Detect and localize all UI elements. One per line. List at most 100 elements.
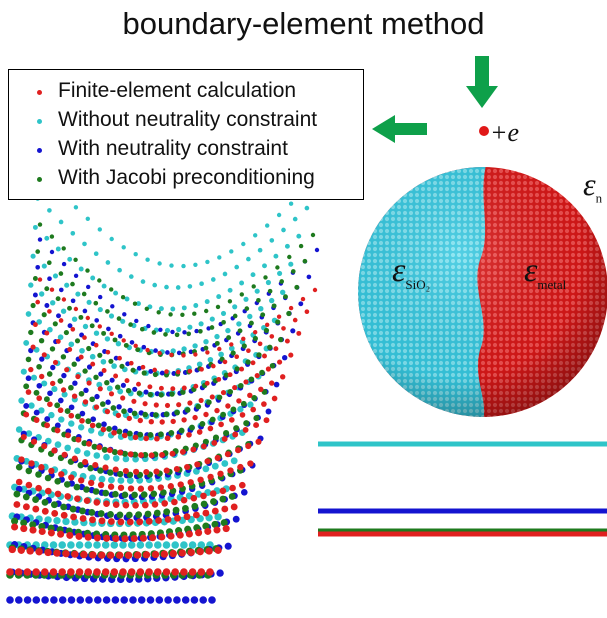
data-point xyxy=(253,233,258,238)
data-point xyxy=(222,525,230,533)
data-point xyxy=(115,341,122,347)
data-point xyxy=(214,454,221,461)
data-point xyxy=(154,435,160,442)
data-point xyxy=(237,328,243,334)
data-point xyxy=(210,277,216,282)
data-point xyxy=(32,276,38,281)
data-point xyxy=(204,458,211,465)
data-point xyxy=(58,471,65,478)
data-point xyxy=(14,596,23,604)
data-point xyxy=(61,451,68,458)
data-point xyxy=(155,517,163,524)
data-point xyxy=(79,410,86,417)
data-point xyxy=(207,356,214,363)
data-point xyxy=(85,440,92,447)
data-point xyxy=(58,287,64,293)
data-point xyxy=(225,403,231,409)
data-point xyxy=(13,490,21,498)
data-point xyxy=(117,388,124,395)
data-point xyxy=(47,276,52,282)
data-point xyxy=(147,391,153,398)
data-point xyxy=(116,551,124,559)
data-point xyxy=(142,401,148,407)
data-point xyxy=(265,322,270,327)
data-point xyxy=(137,596,146,604)
data-point xyxy=(120,395,126,401)
data-point xyxy=(28,282,34,288)
data-point xyxy=(50,596,58,604)
data-point xyxy=(41,380,48,387)
data-point xyxy=(41,568,49,576)
data-point xyxy=(68,420,75,427)
data-point xyxy=(41,596,49,604)
data-point xyxy=(89,422,96,429)
data-point xyxy=(79,515,87,522)
data-point xyxy=(74,338,81,344)
data-point xyxy=(82,335,87,340)
data-point xyxy=(55,246,61,252)
data-point xyxy=(290,269,296,274)
data-point xyxy=(158,533,166,541)
data-point xyxy=(149,534,157,542)
data-point xyxy=(81,291,87,297)
data-point xyxy=(199,596,207,604)
down-arrow-icon xyxy=(466,56,498,108)
data-point xyxy=(68,404,75,411)
data-point xyxy=(233,425,240,432)
data-point xyxy=(143,435,150,442)
data-point xyxy=(15,478,23,486)
data-point xyxy=(89,396,96,403)
data-point xyxy=(280,374,286,380)
data-point xyxy=(15,426,23,433)
data-point xyxy=(82,368,88,374)
data-point xyxy=(72,380,78,386)
data-point xyxy=(43,396,50,403)
data-point xyxy=(112,490,119,498)
data-point xyxy=(48,411,55,419)
data-point xyxy=(265,223,270,228)
data-point xyxy=(180,568,188,576)
data-point xyxy=(58,568,66,576)
data-point xyxy=(248,376,255,383)
data-point xyxy=(30,302,36,309)
data-point xyxy=(25,375,32,382)
data-point xyxy=(211,507,219,515)
data-point xyxy=(132,386,138,392)
data-point xyxy=(51,386,58,393)
data-point xyxy=(175,433,182,440)
data-point xyxy=(104,336,111,342)
data-point xyxy=(239,412,246,418)
data-point xyxy=(135,511,143,519)
data-point xyxy=(67,347,73,352)
data-point xyxy=(46,371,53,377)
data-point xyxy=(144,306,149,311)
data-point xyxy=(23,383,30,390)
data-point xyxy=(32,505,40,513)
data-point xyxy=(263,417,270,424)
data-point xyxy=(211,520,219,528)
data-point xyxy=(178,549,186,557)
data-point xyxy=(29,521,37,529)
data-point xyxy=(93,541,101,549)
data-point xyxy=(144,510,152,518)
data-point xyxy=(112,535,120,543)
data-point xyxy=(213,526,221,534)
data-point xyxy=(28,366,34,373)
data-point xyxy=(136,365,142,371)
data-point xyxy=(101,568,110,576)
data-point xyxy=(70,298,76,304)
data-point xyxy=(229,342,234,347)
data-point xyxy=(30,344,36,350)
data-point xyxy=(210,363,216,369)
data-point xyxy=(139,534,147,542)
data-point xyxy=(216,376,222,382)
data-point xyxy=(147,384,153,390)
data-point xyxy=(200,500,208,508)
data-point xyxy=(97,386,103,392)
data-point xyxy=(140,364,146,370)
data-point xyxy=(117,518,125,526)
data-point xyxy=(296,330,302,336)
data-point xyxy=(133,468,140,475)
data-point xyxy=(25,467,33,475)
